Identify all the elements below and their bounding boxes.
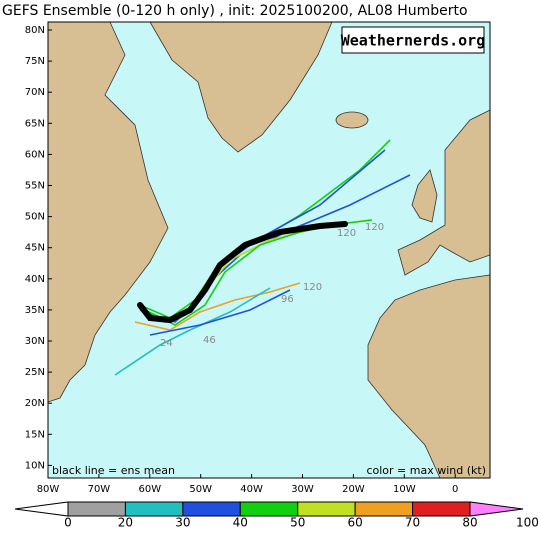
iceland [335,111,369,129]
axes: 80N 75N 70N 65N 60N 55N 50N 45N 40N 35N 30N 25N 20N 1… [25,25,459,495]
colorbar-segment [354,501,414,517]
track [134,282,301,331]
lat-label: 60N [25,149,45,160]
colorbar-label: 70 [405,516,420,530]
colorbar-segment [239,501,299,517]
track-label: 96 [281,294,294,305]
lon-label: 40W [240,484,263,495]
lat-label: 70N [25,87,45,98]
annotation: black line = ens mean [52,464,175,477]
colorbar-end [469,501,524,517]
colorbar-end [14,501,69,517]
land [47,21,491,479]
lat-label: 40N [25,274,45,285]
lon-label: 30W [291,484,314,495]
ensemble-mean [137,221,348,324]
lat-label: 55N [25,181,45,192]
colorbar-label: 30 [175,516,190,530]
lat-label: 65N [25,118,45,129]
colorbar-segment [67,501,126,517]
lat-label: 20N [25,398,45,409]
lon-label: 0 [452,484,458,495]
colorbar-segment [297,501,356,517]
track-label: 46 [203,335,216,346]
track [149,289,291,336]
lat-label: 80N [25,25,45,36]
colorbar-label: 60 [348,516,363,530]
track-label: 120 [365,222,384,233]
lon-label: 80W [37,484,60,495]
greenland [149,21,333,153]
map-frame [47,21,491,479]
track-label: 120 [303,282,322,293]
track [114,287,271,376]
colorbar-label: 40 [233,516,248,530]
colorbar-label: 100 [516,516,538,530]
colorbar-segment [412,501,471,517]
lon-label: 50W [189,484,212,495]
lat-label: 75N [25,56,45,67]
colorbar-label: 80 [462,516,477,530]
lon-label: 60W [138,484,161,495]
track-label: 24 [160,338,173,349]
colorbar-label: 0 [64,516,72,530]
watermark-box [341,26,485,54]
colorbar-label: 20 [118,516,133,530]
lon-label: 10W [393,484,416,495]
lat-label: 15N [25,429,45,440]
lat-label: 35N [25,305,45,316]
colorbar-label: 50 [290,516,305,530]
british-isles [411,169,438,223]
lon-label: 70W [88,484,111,495]
annotation: color = max wind (kt) [366,464,486,477]
watermark: Weathernerds.org [341,32,486,50]
lat-label: 10N [25,460,45,471]
colorbar: 0 20 30 40 50 60 70 80 100 [14,501,538,530]
lon-label: 20W [342,484,365,495]
north-america [47,21,169,403]
ensemble-tracks [114,139,411,376]
africa [367,274,491,479]
lat-label: 45N [25,243,45,254]
colorbar-segment [124,501,184,517]
lat-label: 25N [25,367,45,378]
track-labels: 24 46 96 120 120 120 [160,222,384,349]
track-label: 120 [337,228,356,239]
title: GEFS Ensemble (0-120 h only) , init: 202… [2,3,468,19]
lat-label: 50N [25,212,45,223]
colorbar-segment [182,501,241,517]
lat-label: 30N [25,336,45,347]
